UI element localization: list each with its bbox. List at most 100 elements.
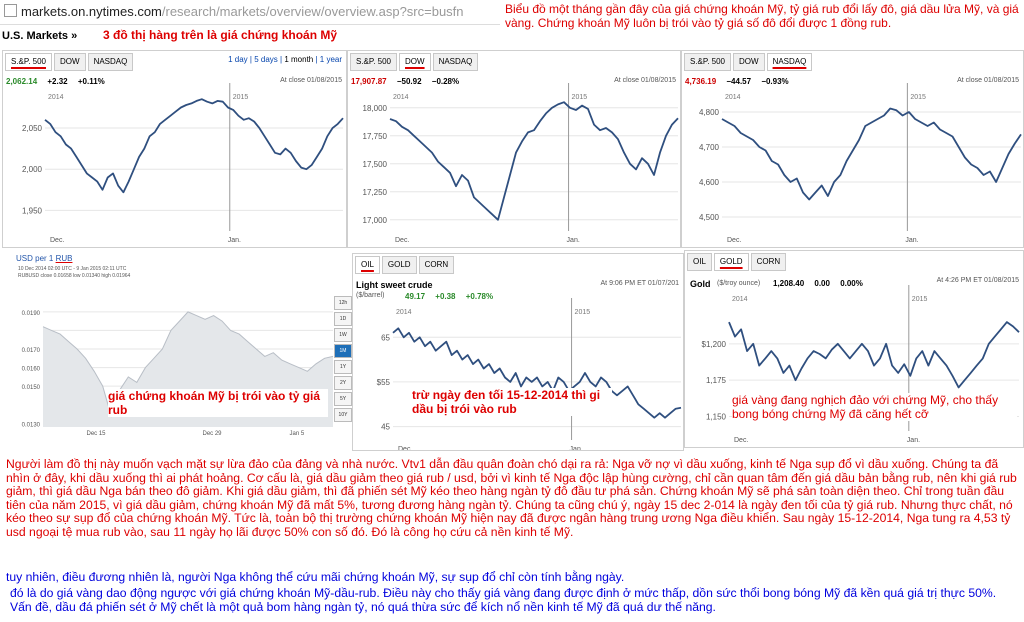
y-tick-label: 17,000 (363, 216, 388, 225)
y-tick-label: 4,600 (699, 178, 720, 187)
y-tick-label: $1,200 (702, 340, 727, 349)
y-tick-label: 18,000 (363, 104, 388, 113)
year-label: 2015 (575, 309, 591, 316)
y-tick-label: 65 (381, 333, 390, 342)
tab-dow[interactable]: DOW (733, 53, 765, 71)
tab-sp500[interactable]: S.&P. 500 (350, 53, 397, 71)
year-label: 2014 (48, 94, 64, 101)
range-links: 1 day | 5 days | 1 month | 1 year (228, 55, 342, 64)
rub-btn-10y[interactable]: 10Y (334, 408, 352, 422)
close-note: At 4:26 PM ET 01/08/2015 (936, 277, 1019, 284)
quote-value: 49.17 (405, 292, 426, 301)
y-tick-label: 4,700 (699, 143, 720, 152)
header-note: 3 đồ thị hàng trên là giá chứng khoán Mỹ (103, 28, 338, 42)
address-bar[interactable]: markets.on.nytimes.com/research/markets/… (0, 0, 500, 25)
tab-gold[interactable]: GOLD (713, 253, 749, 271)
tab-sp500[interactable]: S.&P. 500 (684, 53, 731, 71)
x-tick-label: Jan. (570, 446, 583, 450)
year-label: 2015 (572, 94, 588, 101)
range-5-days[interactable]: 5 days (254, 55, 278, 64)
y-tick-label: 4,500 (699, 213, 720, 222)
rub-title: USD per 1 RUB (16, 254, 72, 263)
y-tick-label: 1,175 (706, 376, 727, 385)
rub-btn-12h[interactable]: 12h (334, 296, 352, 310)
y-tick-label: 2,050 (22, 124, 43, 133)
quote-line: 17,907.87 −50.92 −0.28% (351, 77, 467, 86)
tab-nasdaq[interactable]: NASDAQ (87, 53, 134, 71)
commodity-name: Light sweet crude (356, 280, 433, 290)
close-note: At close 01/08/2015 (614, 77, 676, 84)
tab-corn[interactable]: CORN (418, 256, 455, 274)
quote-change: −50.92 (396, 77, 422, 86)
y-tick-label: 0.0170 (22, 348, 41, 354)
nasdaq-chart: 4,500 4,600 4,700 4,800 2014 2015 Dec. Jan. (699, 83, 1022, 244)
y-tick-label: 0.0130 (22, 422, 41, 428)
index-tabs: S.&P. 500 DOW NASDAQ (684, 53, 814, 71)
tab-sp500[interactable]: S.&P. 500 (5, 53, 52, 71)
tab-oil[interactable]: OIL (687, 253, 712, 271)
x-tick-label: Jan. (905, 237, 918, 244)
quote-pct: 0.00% (840, 279, 863, 288)
x-tick-label: Jan. (567, 237, 580, 244)
rub-btn-2y[interactable]: 2Y (334, 376, 352, 390)
gold-annotation: giá vàng đang nghịch đảo với chứng Mỹ, c… (732, 393, 1017, 421)
tab-nasdaq[interactable]: NASDAQ (766, 53, 813, 71)
tab-dow[interactable]: DOW (399, 53, 431, 71)
y-tick-label: 45 (381, 423, 390, 432)
nasdaq-panel: S.&P. 500 DOW NASDAQ 4,736.19 −44.57 −0.… (681, 50, 1024, 248)
range-1-day[interactable]: 1 day (228, 55, 248, 64)
oil-chart: 45 $55 65 2014 2015 Dec. Jan. (377, 298, 682, 450)
oil-annotation: trừ ngày đen tối 15-12-2014 thì gi dầu b… (412, 388, 612, 416)
rub-title-prefix: USD per 1 (16, 254, 56, 263)
url-host: markets.on.nytimes.com (21, 4, 162, 19)
series-line (721, 107, 1022, 201)
range-1-year[interactable]: 1 year (319, 55, 342, 64)
y-tick-label: 2,000 (22, 165, 43, 174)
x-tick-label: Jan. (907, 437, 920, 444)
y-tick-label: 1,150 (706, 412, 727, 421)
quote-pct: −0.93% (761, 77, 789, 86)
quote-value: 1,208.40 (773, 279, 805, 288)
close-note: At 9:06 PM ET 01/07/201 (600, 280, 679, 287)
quote-line: 2,062.14 +2.32 +0.11% (6, 77, 113, 86)
rub-btn-1w[interactable]: 1W (334, 328, 352, 342)
quote-value: 4,736.19 (685, 77, 717, 86)
quote-change: −44.57 (726, 77, 752, 86)
url-path: /research/markets/overview/overview.asp?… (161, 4, 464, 19)
y-tick-label: 1,950 (22, 206, 43, 215)
tab-oil[interactable]: OIL (355, 256, 380, 274)
tab-nasdaq[interactable]: NASDAQ (432, 53, 479, 71)
y-tick-label: 0.0190 (22, 311, 41, 317)
rub-range-buttons: 12h 1D 1W 1M 1Y 2Y 5Y 10Y (334, 296, 352, 424)
tab-dow[interactable]: DOW (54, 53, 86, 71)
range-1-month[interactable]: 1 month (284, 55, 314, 64)
rub-title-rub[interactable]: RUB (55, 254, 73, 263)
page-title[interactable]: U.S. Markets » (2, 30, 78, 42)
top-caption: Biểu đồ một tháng gần đây của giá chứng … (505, 2, 1019, 30)
rub-annotation: giá chứng khoán Mỹ bị trói vào tỷ giá ru… (108, 389, 328, 417)
commodity-tabs: OIL GOLD CORN (355, 256, 456, 274)
quote-pct: +0.11% (77, 77, 105, 86)
x-tick-label: Jan. (228, 237, 241, 244)
sp500-panel: S.&P. 500 DOW NASDAQ 1 day | 5 days | 1 … (2, 50, 347, 248)
close-note: At close 01/08/2015 (280, 77, 342, 84)
tab-gold[interactable]: GOLD (381, 256, 417, 274)
rub-btn-5y[interactable]: 5Y (334, 392, 352, 406)
x-tick-label: Dec. (398, 446, 412, 450)
y-tick-label: $55 (377, 378, 391, 387)
rub-btn-1d[interactable]: 1D (334, 312, 352, 326)
year-label: 2015 (912, 296, 928, 303)
series-line (42, 311, 334, 418)
x-tick-label: Dec 15 (87, 431, 107, 437)
series-line (44, 98, 344, 194)
y-tick-label: 17,250 (363, 188, 388, 197)
quote-value: 2,062.14 (6, 77, 38, 86)
rub-btn-1y[interactable]: 1Y (334, 360, 352, 374)
quote-line: 4,736.19 −44.57 −0.93% (685, 77, 797, 86)
tab-corn[interactable]: CORN (750, 253, 787, 271)
year-label: 2014 (732, 296, 748, 303)
rub-btn-1m[interactable]: 1M (334, 344, 352, 358)
year-label: 2014 (393, 94, 409, 101)
body-text-blue-1: tuy nhiên, điều đương nhiên là, người Ng… (6, 570, 625, 584)
commodity-unit: ($/barrel) (356, 292, 385, 299)
